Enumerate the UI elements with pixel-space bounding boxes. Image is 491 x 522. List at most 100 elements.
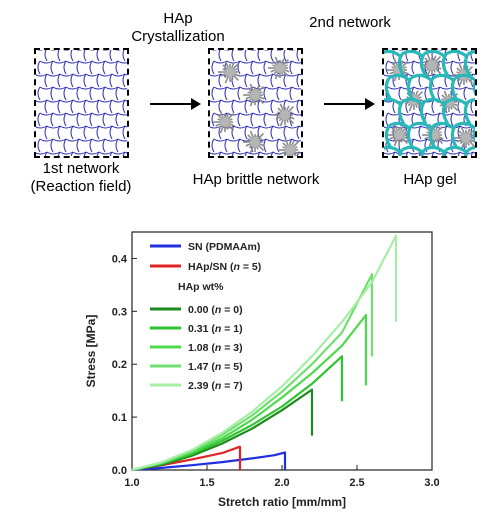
arrow1-label: HAp Crystallization — [118, 10, 238, 46]
arrow-second-network — [324, 98, 375, 110]
legend-label: 1.08 (n = 3) — [188, 342, 243, 354]
crystal-core — [394, 130, 404, 140]
y-tick-label: 0.1 — [112, 412, 127, 424]
mesh-strand — [231, 151, 248, 156]
hap-crystal — [218, 60, 240, 84]
crystal-core — [250, 137, 260, 147]
crystal-core — [285, 145, 295, 155]
mesh-strand — [470, 151, 475, 156]
crystal-core — [250, 90, 260, 100]
second-network-strand — [472, 78, 475, 97]
series-line — [131, 313, 368, 472]
series-line — [131, 451, 287, 472]
mesh-strand — [405, 151, 422, 156]
x-tick-label: 1.0 — [124, 477, 139, 489]
second-network-strand — [397, 50, 423, 77]
second-network-strand — [442, 145, 467, 156]
mesh-strand — [109, 125, 126, 140]
second-network-strand — [398, 145, 423, 156]
mesh-strand — [96, 50, 109, 62]
hap-gel-mesh — [384, 50, 475, 156]
x-tick-label: 3.0 — [424, 477, 439, 489]
mesh-strand — [270, 99, 287, 114]
mesh-strand — [244, 73, 261, 88]
legend-label: 0.00 (n = 0) — [188, 304, 243, 316]
legend-label: 0.31 (n = 1) — [188, 323, 243, 335]
mesh-strand — [70, 125, 87, 140]
stress-strain-chart: 1.0 1.5 2.0 2.5 3.0 0.0 0.1 0.2 0.3 0.4 Stretch ra… — [84, 231, 440, 509]
mesh-strand — [283, 125, 300, 140]
hap-crystal — [273, 103, 295, 127]
mesh-strand — [115, 86, 127, 101]
mesh-strand — [210, 73, 222, 77]
mesh-strand — [70, 73, 87, 88]
mesh-strand — [224, 86, 241, 101]
mesh-strand — [109, 151, 126, 156]
mesh-strand — [296, 125, 301, 140]
mesh-strand — [44, 99, 61, 114]
mesh-strand — [244, 99, 261, 114]
mesh-strand — [57, 73, 74, 88]
mesh-strand — [37, 60, 54, 75]
mesh-strand — [224, 138, 241, 153]
mesh-strand — [50, 138, 67, 153]
mesh-strand — [109, 73, 126, 88]
legend-subtitle: HAp wt% — [178, 281, 224, 293]
arrow1-label-line2: Crystallization — [131, 28, 225, 45]
mesh-strand — [289, 86, 301, 101]
hap-crystal — [278, 138, 300, 156]
plot-frame — [131, 231, 433, 471]
mesh-strand — [115, 112, 127, 127]
mesh-strand — [102, 60, 119, 75]
mesh-strand — [83, 99, 100, 114]
mesh-strand — [44, 151, 61, 156]
second-network-strand — [472, 126, 475, 145]
mesh-strand — [83, 50, 96, 62]
y-tick-label: 0.3 — [112, 306, 127, 318]
mesh-strand — [470, 73, 475, 88]
mesh-strand — [76, 86, 93, 101]
mesh-strand — [102, 112, 119, 127]
second-network-strand — [384, 145, 401, 154]
hap-brittle-network-panel — [208, 48, 303, 158]
second-network-strand — [441, 97, 467, 125]
mesh-strand — [218, 50, 231, 62]
mesh-strand — [36, 125, 48, 129]
legend-label: HAp/SN (n = 5) — [188, 261, 261, 273]
mesh-strand — [115, 60, 127, 75]
mesh-strand — [237, 60, 254, 75]
mesh-strand — [76, 60, 93, 75]
mesh-strand — [37, 86, 54, 101]
mesh-strand — [36, 99, 48, 103]
mesh-strand — [210, 99, 222, 103]
legend-label: 1.47 (n = 5) — [188, 361, 243, 373]
mesh-strand — [270, 50, 283, 62]
mesh-strand — [211, 138, 228, 153]
mesh-strand — [470, 99, 475, 114]
mesh-strand — [457, 50, 470, 62]
mesh-strand — [102, 86, 119, 101]
arrow2-label: 2nd network — [309, 14, 391, 31]
mesh-strand — [83, 73, 100, 88]
mesh-strand — [63, 138, 80, 153]
mesh-strand — [37, 138, 54, 153]
mesh-strand — [96, 99, 113, 114]
x-axis-label: Stretch ratio [mm/mm] — [218, 495, 346, 509]
second-network-strand — [397, 97, 423, 125]
mesh-strand — [122, 151, 127, 156]
second-network-strand — [464, 145, 475, 156]
y-axis-label: Stress [MPa] — [84, 315, 98, 388]
mesh-strand — [109, 50, 122, 62]
crystal-core — [225, 67, 235, 77]
crystal-core — [280, 110, 290, 120]
mesh-strand — [96, 151, 113, 156]
mesh-strand — [244, 125, 261, 140]
mesh-strand — [263, 112, 280, 127]
mesh-strand — [89, 60, 106, 75]
step2-label: HAp brittle network — [192, 171, 320, 188]
second-network-strand — [463, 97, 475, 125]
mesh-strand — [122, 50, 126, 62]
mesh-strand — [83, 151, 100, 156]
mesh-strand — [102, 138, 119, 153]
mesh-strand — [96, 73, 113, 88]
